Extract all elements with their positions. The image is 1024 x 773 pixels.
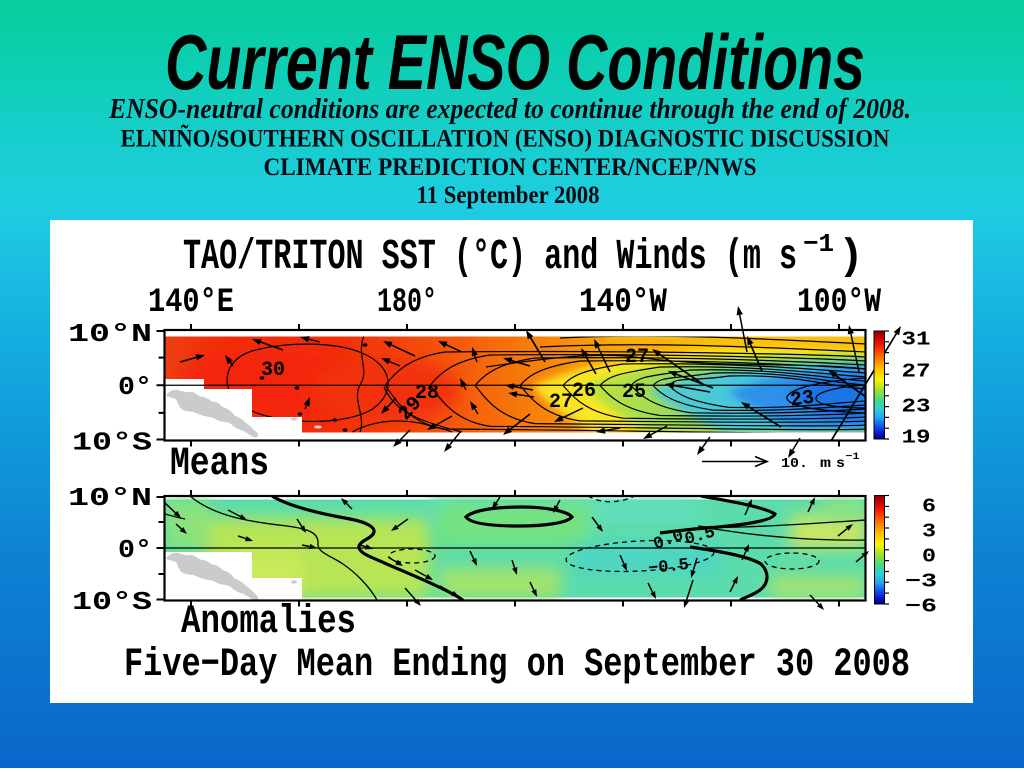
svg-text:−1: −1 bbox=[803, 229, 834, 259]
svg-text:140°E: 140°E bbox=[148, 284, 234, 322]
svg-text:Five−Day Mean Ending on Septem: Five−Day Mean Ending on September 30 200… bbox=[124, 643, 910, 688]
svg-text:Means: Means bbox=[170, 442, 269, 487]
svg-text:10.: 10. bbox=[781, 457, 808, 472]
svg-text:19: 19 bbox=[902, 427, 931, 449]
svg-text:180°: 180° bbox=[377, 284, 437, 322]
svg-text:3: 3 bbox=[922, 520, 936, 542]
svg-text:100°W: 100°W bbox=[797, 284, 881, 322]
svg-text:27: 27 bbox=[625, 346, 649, 369]
svg-text:27: 27 bbox=[902, 361, 931, 383]
svg-text:30: 30 bbox=[261, 359, 285, 382]
svg-text:Current ENSO Conditions: Current ENSO Conditions bbox=[165, 18, 865, 106]
svg-text:): ) bbox=[838, 232, 864, 281]
svg-text:10°S: 10°S bbox=[72, 428, 152, 458]
svg-text:−0.5: −0.5 bbox=[647, 556, 690, 579]
svg-text:10°N: 10°N bbox=[68, 319, 152, 349]
svg-text:11 September 2008: 11 September 2008 bbox=[417, 182, 600, 209]
svg-text:26: 26 bbox=[572, 380, 596, 403]
svg-text:140°W: 140°W bbox=[579, 284, 668, 322]
svg-text:25: 25 bbox=[622, 381, 646, 404]
svg-text:m: m bbox=[820, 457, 831, 472]
svg-text:CLIMATE PREDICTION CENTER/NCEP: CLIMATE PREDICTION CENTER/NCEP/NWS bbox=[264, 154, 757, 181]
svg-text:0°: 0° bbox=[118, 535, 152, 565]
svg-text:27: 27 bbox=[549, 391, 573, 414]
svg-text:23: 23 bbox=[902, 396, 931, 418]
svg-text:23: 23 bbox=[789, 386, 816, 412]
svg-text:31: 31 bbox=[902, 329, 931, 351]
svg-text:10°S: 10°S bbox=[72, 587, 152, 617]
svg-text:−6: −6 bbox=[905, 595, 937, 617]
svg-text:10°N: 10°N bbox=[68, 483, 152, 513]
svg-text:TAO/TRITON SST (°C) and Winds: TAO/TRITON SST (°C) and Winds (m s bbox=[183, 232, 797, 281]
svg-text:0°: 0° bbox=[118, 372, 152, 402]
svg-text:−3: −3 bbox=[905, 570, 937, 592]
svg-text:6: 6 bbox=[922, 495, 936, 517]
svg-text:s: s bbox=[836, 457, 845, 472]
svg-text:0: 0 bbox=[922, 545, 936, 567]
svg-text:ELNIÑO/SOUTHERN OSCILLATION (E: ELNIÑO/SOUTHERN OSCILLATION (ENSO) DIAGN… bbox=[121, 125, 890, 153]
svg-text:−1: −1 bbox=[846, 452, 860, 463]
svg-text:ENSO-neutral conditions are ex: ENSO-neutral conditions are expected to … bbox=[108, 94, 911, 125]
svg-text:Anomalies: Anomalies bbox=[181, 600, 356, 645]
svg-text:28: 28 bbox=[415, 382, 439, 405]
